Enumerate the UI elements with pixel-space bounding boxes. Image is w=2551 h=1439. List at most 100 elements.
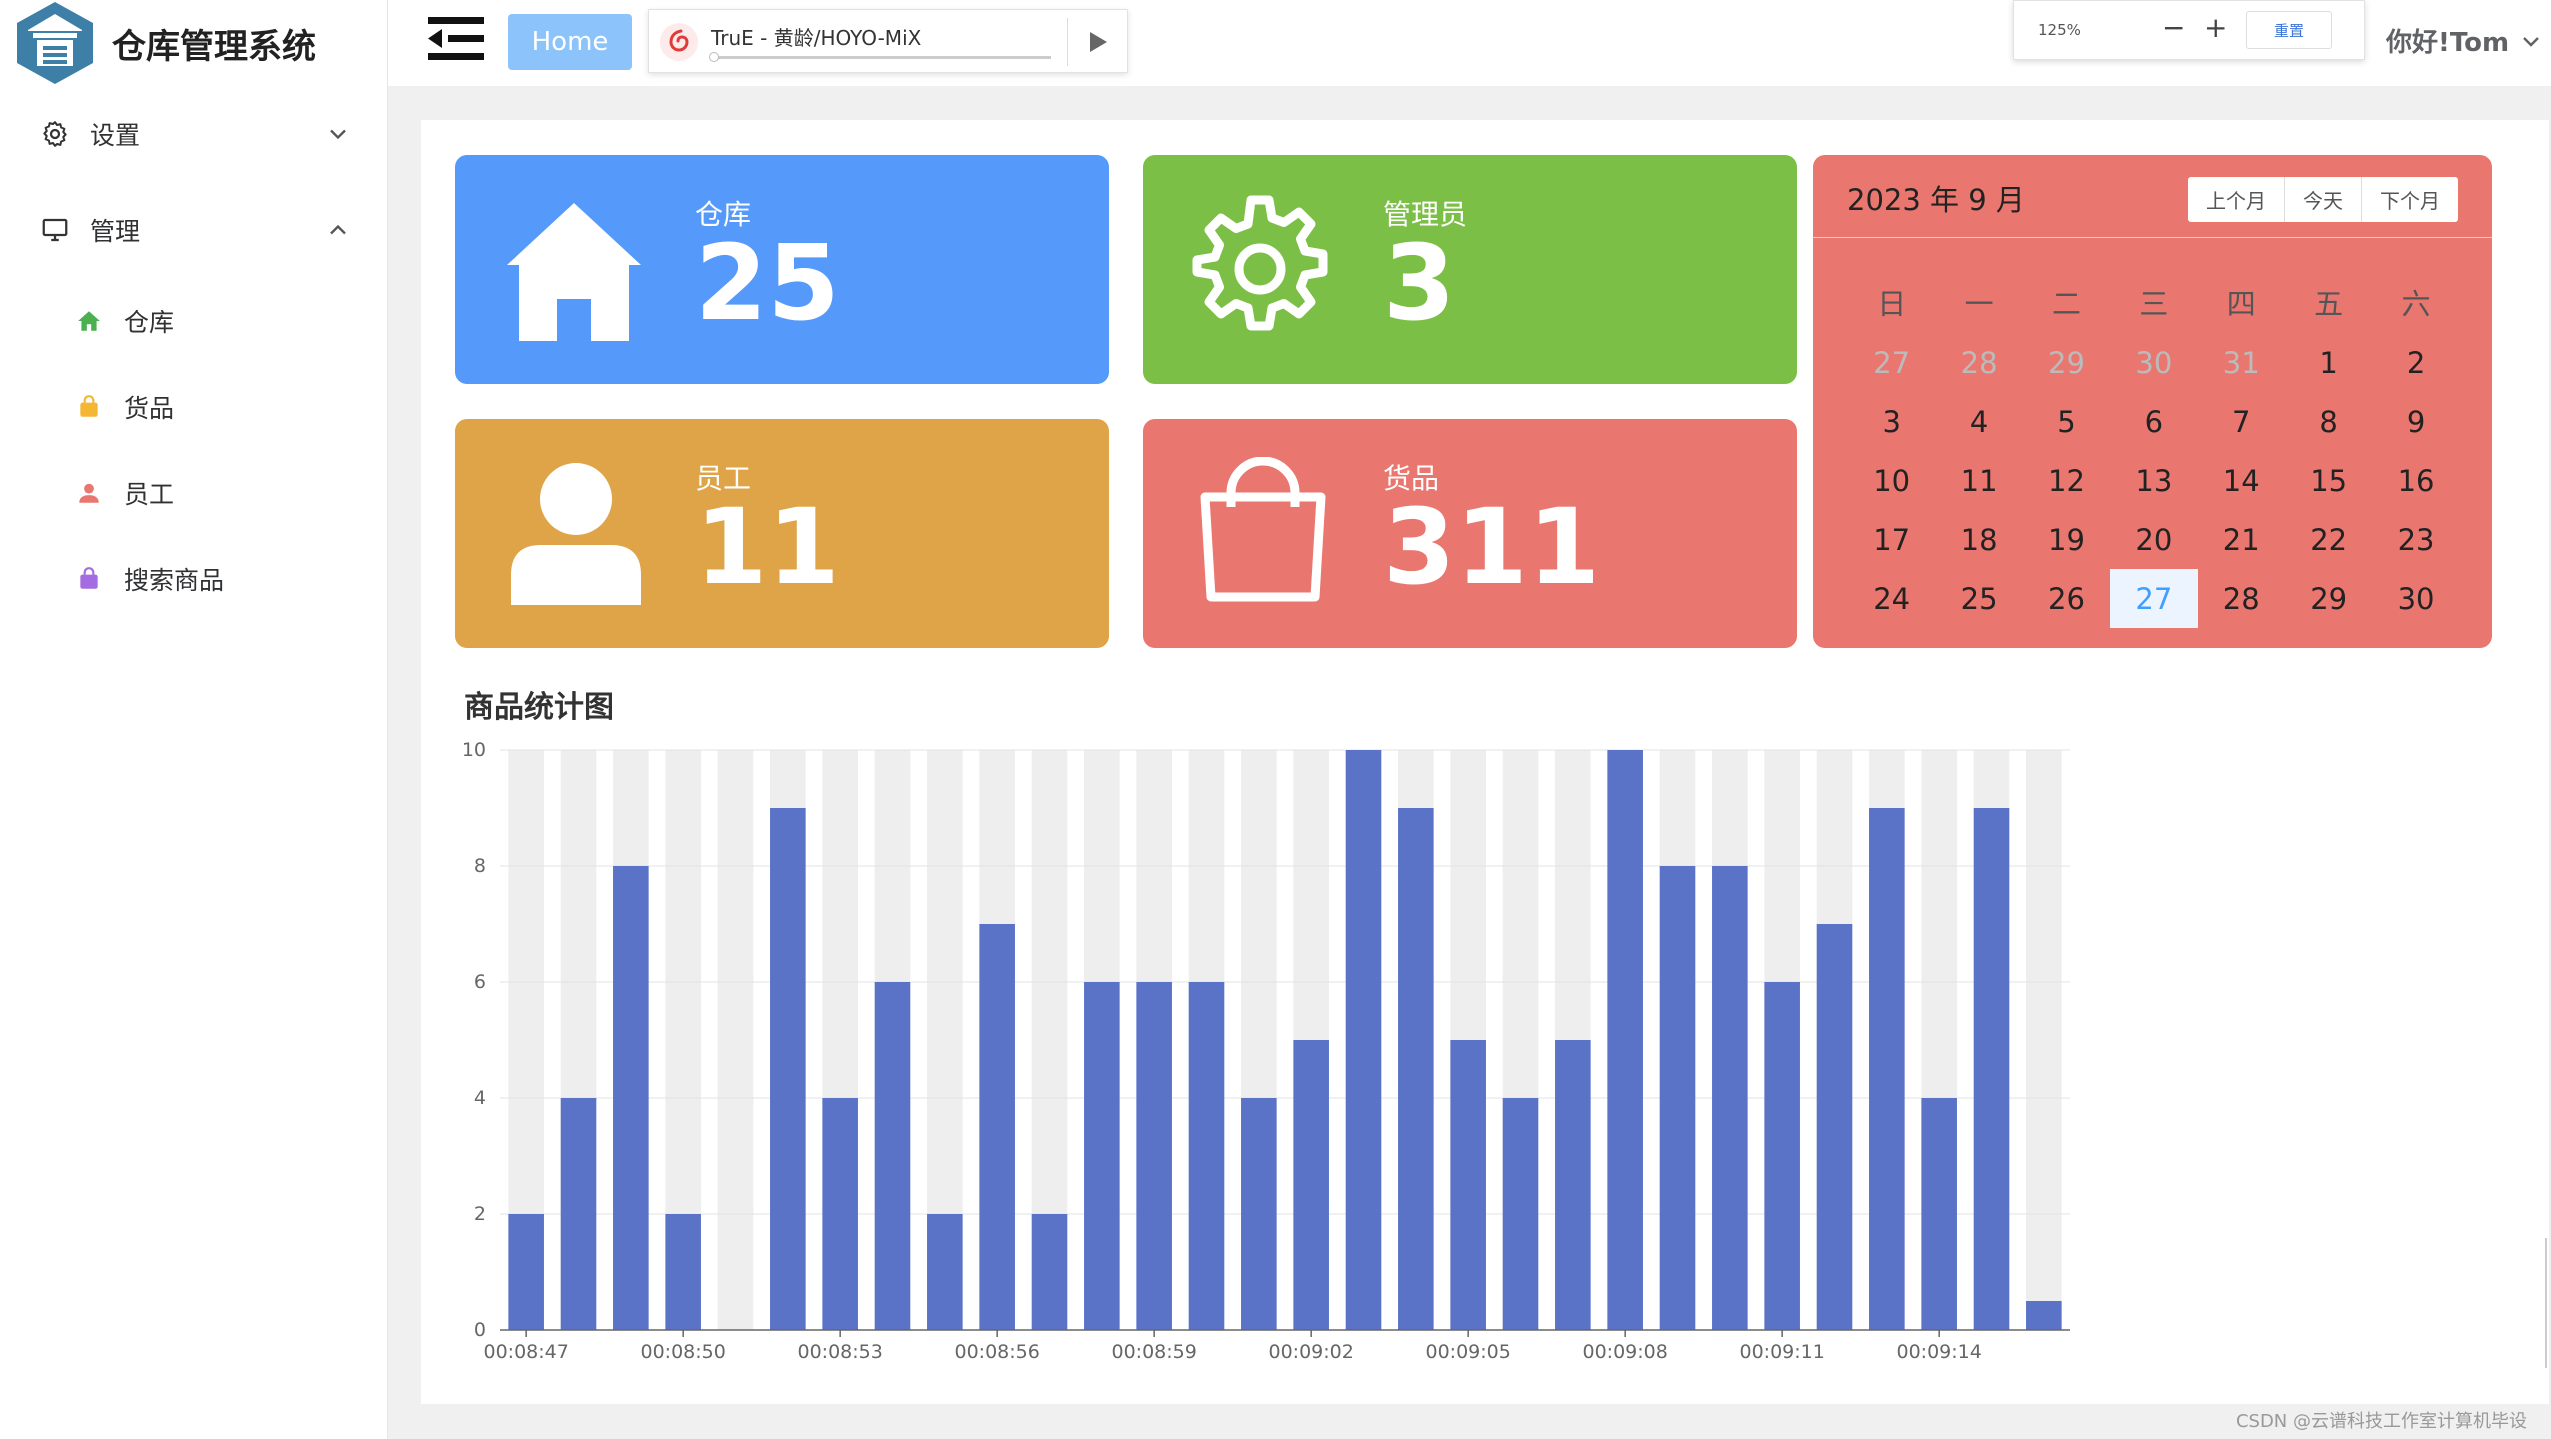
calendar-day[interactable]: 16 xyxy=(2397,463,2435,498)
calendar-day[interactable]: 30 xyxy=(2397,581,2435,616)
chart-x-tick-label: 00:09:02 xyxy=(1268,1341,1353,1363)
chart-y-tick-label: 0 xyxy=(474,1319,486,1341)
zoom-out-button[interactable]: − xyxy=(2162,11,2186,44)
calendar-day[interactable]: 28 xyxy=(2222,581,2260,616)
prev-month-button[interactable]: 上个月 xyxy=(2206,189,2266,213)
calendar-day[interactable]: 13 xyxy=(2135,463,2173,498)
netease-music-icon xyxy=(660,23,698,61)
user-icon xyxy=(79,483,99,503)
chart-x-tick-label: 00:09:05 xyxy=(1425,1341,1510,1363)
gear-icon xyxy=(1192,195,1328,331)
calendar-weekday: 一 xyxy=(1964,287,1994,321)
calendar-week-row: 3 4 5 6 7 8 9 xyxy=(1848,392,2460,451)
calendar-day[interactable]: 8 xyxy=(2319,404,2338,439)
calendar-day[interactable]: 27 xyxy=(1873,345,1911,380)
today-button[interactable]: 今天 xyxy=(2284,177,2361,222)
calendar-day[interactable]: 21 xyxy=(2222,522,2260,557)
progress-knob[interactable] xyxy=(709,52,719,62)
scrollbar[interactable] xyxy=(2545,1238,2547,1368)
menu-group-label: 设置 xyxy=(90,121,141,150)
calendar-day[interactable]: 19 xyxy=(2048,522,2085,557)
calendar-day[interactable]: 22 xyxy=(2310,522,2348,557)
chart-x-tick-label: 00:08:53 xyxy=(797,1341,882,1363)
gear-icon xyxy=(43,121,67,147)
calendar-day[interactable]: 30 xyxy=(2135,345,2173,380)
calendar-weekday: 三 xyxy=(2139,287,2169,321)
progress-track[interactable] xyxy=(711,56,1051,59)
calendar-day[interactable]: 23 xyxy=(2397,522,2435,557)
calendar-day[interactable]: 29 xyxy=(2310,581,2348,616)
calendar-day[interactable]: 9 xyxy=(2406,404,2426,439)
calendar-day[interactable]: 26 xyxy=(2048,581,2085,616)
bag-icon xyxy=(80,567,98,589)
bag-icon xyxy=(80,395,98,417)
calendar-day[interactable]: 28 xyxy=(1960,345,1998,380)
calendar-day[interactable]: 10 xyxy=(1873,463,1911,498)
chart-bar xyxy=(2026,1301,2062,1330)
calendar-day[interactable]: 29 xyxy=(2048,345,2085,380)
stat-label: 管理员 xyxy=(1383,198,1468,231)
menu-group-settings[interactable]: 设置 xyxy=(0,86,388,182)
zoom-level: 125% xyxy=(2038,21,2081,39)
calendar-day[interactable]: 2 xyxy=(2406,345,2426,380)
calendar-day[interactable]: 15 xyxy=(2310,463,2348,498)
calendar-day[interactable]: 5 xyxy=(2057,404,2076,439)
calendar-day[interactable]: 14 xyxy=(2222,463,2260,498)
play-icon[interactable] xyxy=(1081,26,1113,58)
chart-y-tick-label: 6 xyxy=(474,971,486,993)
calendar-day[interactable]: 25 xyxy=(1960,581,1998,616)
calendar-day[interactable]: 12 xyxy=(2048,463,2085,498)
calendar-nav: 上个月 今天 下个月 xyxy=(2188,177,2458,222)
calendar-day[interactable]: 31 xyxy=(2222,345,2260,380)
chart-x-tick-label: 00:09:08 xyxy=(1582,1341,1667,1363)
chart-bar xyxy=(508,1214,544,1330)
chart-bar xyxy=(927,1214,963,1330)
calendar-grid: 日一二三四五六 27 28 29 30 31 1 2 3 4 5 6 7 8 9 10 11 12 13 14 15 16… xyxy=(1848,271,2460,628)
chart-bar-background xyxy=(717,750,754,1330)
tab-home[interactable]: Home xyxy=(508,14,632,70)
calendar-day[interactable]: 7 xyxy=(2232,404,2251,439)
user-menu[interactable]: 你好!Tom xyxy=(2386,22,2543,59)
chart-x-tick-label: 00:08:59 xyxy=(1111,1341,1196,1363)
next-month-button[interactable]: 下个月 xyxy=(2361,177,2458,222)
calendar-day[interactable]: 3 xyxy=(1882,404,1901,439)
chart-bar xyxy=(1241,1098,1277,1330)
calendar-day[interactable]: 6 xyxy=(2144,404,2164,439)
sidebar-item-staff[interactable]: 员工 xyxy=(0,450,388,536)
calendar-day[interactable]: 20 xyxy=(2135,522,2173,557)
sidebar-item-goods[interactable]: 货品 xyxy=(0,364,388,450)
zoom-in-button[interactable]: + xyxy=(2204,11,2228,44)
stat-card-admins: 管理员 3 xyxy=(1143,155,1797,384)
chart-bar xyxy=(979,924,1015,1330)
chart-bar xyxy=(1345,750,1382,1330)
menu-group-label: 管理 xyxy=(90,217,141,246)
sidebar-item-warehouse[interactable]: 仓库 xyxy=(0,278,388,364)
calendar-day[interactable]: 4 xyxy=(1969,404,1989,439)
divider xyxy=(1813,237,2492,238)
calendar-week-row: 27 28 29 30 31 1 2 xyxy=(1848,333,2460,392)
calendar-day[interactable]: 1 xyxy=(2319,345,2338,380)
zoom-reset-button[interactable]: 重置 xyxy=(2246,11,2332,49)
chart-x-tick-label: 00:08:50 xyxy=(640,1341,725,1363)
monitor-icon xyxy=(42,218,68,242)
chart-bar xyxy=(1921,1098,1957,1330)
chart-x-tick-label: 00:08:56 xyxy=(954,1341,1039,1363)
stat-value: 11 xyxy=(695,486,840,608)
menu-group-management[interactable]: 管理 xyxy=(0,182,388,278)
calendar-day[interactable]: 18 xyxy=(1960,522,1998,557)
user-greeting: 你好!Tom xyxy=(2386,28,2510,58)
collapse-menu-icon[interactable] xyxy=(428,15,484,63)
calendar-day-today[interactable]: 27 xyxy=(2110,569,2198,628)
sidebar-item-label: 员工 xyxy=(124,480,175,509)
stat-value: 3 xyxy=(1383,222,1456,344)
calendar-day[interactable]: 24 xyxy=(1873,581,1911,616)
calendar-day[interactable]: 11 xyxy=(1960,463,1998,498)
sidebar-item-search-goods[interactable]: 搜索商品 xyxy=(0,536,388,622)
chart-x-tick-label: 00:09:11 xyxy=(1739,1341,1824,1363)
stat-label: 仓库 xyxy=(695,198,752,231)
calendar-day[interactable]: 17 xyxy=(1873,522,1911,557)
warehouse-logo-icon xyxy=(17,2,93,84)
calendar-weekday: 五 xyxy=(2314,287,2344,321)
calendar-weekday-row: 日一二三四五六 xyxy=(1848,271,2460,333)
stat-card-staff: 员工 11 xyxy=(455,419,1109,648)
